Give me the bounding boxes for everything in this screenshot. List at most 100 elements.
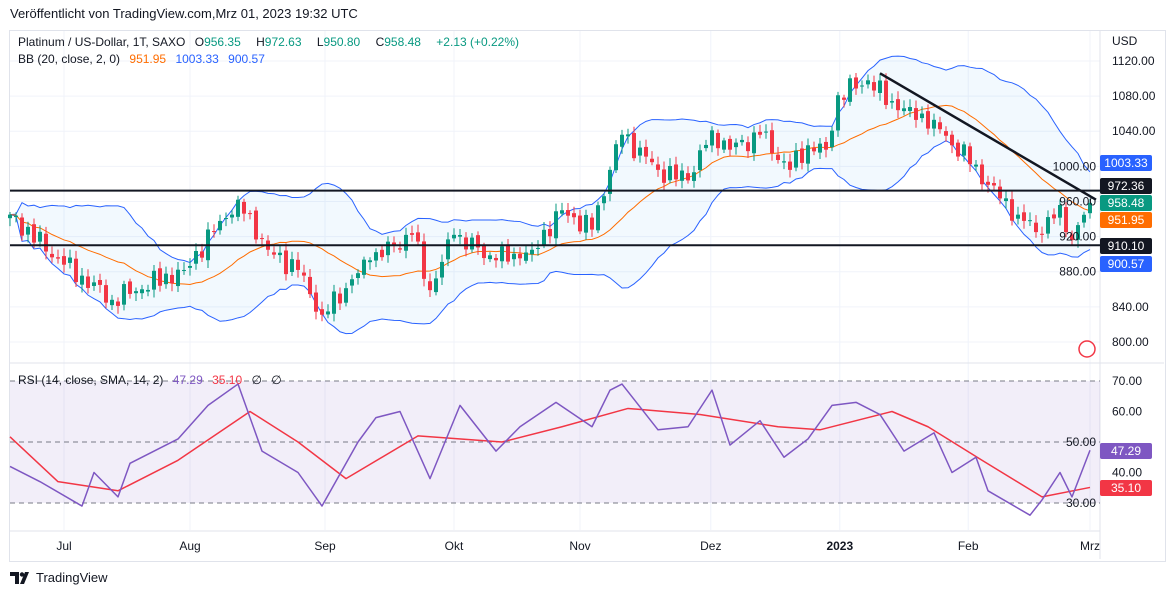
bb-lower-tag: 900.57 xyxy=(1100,256,1152,272)
candle-body xyxy=(290,259,294,272)
price-tick-label: 1080.00 xyxy=(1112,89,1156,103)
candle-body xyxy=(572,213,576,218)
rsi-tick-label: 60.00 xyxy=(1112,405,1142,419)
candle-body xyxy=(218,220,222,231)
candle-body xyxy=(650,158,654,163)
candle-body xyxy=(728,138,732,150)
candle-body xyxy=(638,147,642,156)
candle-body xyxy=(1070,234,1074,241)
candle-body xyxy=(644,146,648,157)
candle-body xyxy=(146,289,150,292)
open-value: 956.35 xyxy=(204,35,241,49)
candle-body xyxy=(158,268,162,286)
candle-body xyxy=(176,269,180,287)
candle-body xyxy=(62,256,66,265)
candle-body xyxy=(32,224,36,243)
last-price-tag: 958.48 xyxy=(1100,195,1152,211)
candle-body xyxy=(788,161,792,170)
candle-body xyxy=(140,289,144,294)
chart-frame[interactable] xyxy=(9,30,1166,562)
candle-body xyxy=(344,288,348,303)
horizontal-line-tag-1: 972.36 xyxy=(1100,178,1152,194)
candle-body xyxy=(194,250,198,264)
bb-upper-tag: 1003.33 xyxy=(1100,155,1152,171)
candle-body xyxy=(668,165,672,181)
rsi-sma-line xyxy=(9,407,1091,498)
time-tick-label: Okt xyxy=(445,539,464,553)
candle-body xyxy=(380,249,384,258)
candle-body xyxy=(440,261,444,278)
tradingview-logo[interactable]: TradingView xyxy=(10,570,108,585)
candle-body xyxy=(716,132,720,149)
candle-body xyxy=(686,173,690,181)
candle-body xyxy=(1064,207,1068,233)
candle-body xyxy=(758,131,762,135)
candle-body xyxy=(704,144,708,149)
candle-body xyxy=(74,258,78,283)
candle-body xyxy=(104,285,108,303)
candle-body xyxy=(800,148,804,163)
candle-body xyxy=(554,211,558,239)
candle-body xyxy=(932,119,936,129)
bb-label[interactable]: BB (20, close, 2, 0) xyxy=(18,52,121,66)
candle-body xyxy=(278,252,282,256)
bb-upper-value: 1003.33 xyxy=(175,52,219,66)
candle-body xyxy=(968,146,972,165)
candle-body xyxy=(446,239,450,260)
candle-body xyxy=(110,299,114,306)
candle-body xyxy=(464,237,468,250)
candle-body xyxy=(1034,222,1038,233)
time-tick-label: Mrz xyxy=(1080,539,1100,553)
candle-body xyxy=(326,311,330,315)
candle-body xyxy=(260,238,264,240)
published-note: Veröffentlicht von TradingView.com,Mrz 0… xyxy=(10,6,358,21)
price-tick-label: 880.00 xyxy=(1059,265,1096,279)
time-tick-label: Feb xyxy=(958,539,979,553)
rsi-line xyxy=(9,383,1091,516)
candle-body xyxy=(698,150,702,171)
candle-body xyxy=(860,85,864,87)
rsi-label[interactable]: RSI (14, close, SMA, 14, 2) xyxy=(18,373,164,387)
candle-body xyxy=(488,255,492,260)
candle-body xyxy=(302,272,306,276)
candle-body xyxy=(542,229,546,246)
candle-body xyxy=(734,142,738,148)
candle-body xyxy=(170,274,174,284)
candle-body xyxy=(806,145,810,164)
candle-body xyxy=(152,270,156,290)
price-tick-label: 800.00 xyxy=(1112,335,1149,349)
time-tick-label: Dez xyxy=(700,539,721,553)
candle-body xyxy=(248,213,252,215)
candle-body xyxy=(272,252,276,255)
candle-body xyxy=(350,279,354,286)
candle-body xyxy=(776,154,780,160)
candle-body xyxy=(530,249,534,255)
currency-label[interactable]: USD xyxy=(1112,34,1138,48)
candle-body xyxy=(584,214,588,233)
candle-body xyxy=(224,218,228,220)
bb-basis-value: 951.95 xyxy=(129,52,167,66)
rsi-tick-label: 40.00 xyxy=(1112,466,1142,480)
candle-body xyxy=(50,253,54,258)
candle-body xyxy=(824,141,828,150)
time-tick-label: 2023 xyxy=(826,539,853,553)
candle-body xyxy=(980,164,984,185)
close-value: 958.48 xyxy=(384,35,421,49)
candle-body xyxy=(662,169,666,183)
candle-body xyxy=(974,164,978,167)
candle-body xyxy=(794,150,798,168)
time-tick-label: Sep xyxy=(314,539,336,553)
candle-body xyxy=(1058,204,1062,218)
candle-body xyxy=(944,131,948,136)
rsi-tick-label: 50.00 xyxy=(1066,435,1096,449)
candle-body xyxy=(470,237,474,250)
candle-body xyxy=(410,233,414,235)
candle-body xyxy=(80,275,84,285)
symbol-label[interactable]: Platinum / US-Dollar, 1T, SAXO xyxy=(18,35,186,49)
candle-body xyxy=(614,144,618,171)
candle-body xyxy=(134,291,138,294)
candle-body xyxy=(1028,220,1032,222)
candle-body xyxy=(740,139,744,143)
rsi-tick-label: 70.00 xyxy=(1112,374,1142,388)
